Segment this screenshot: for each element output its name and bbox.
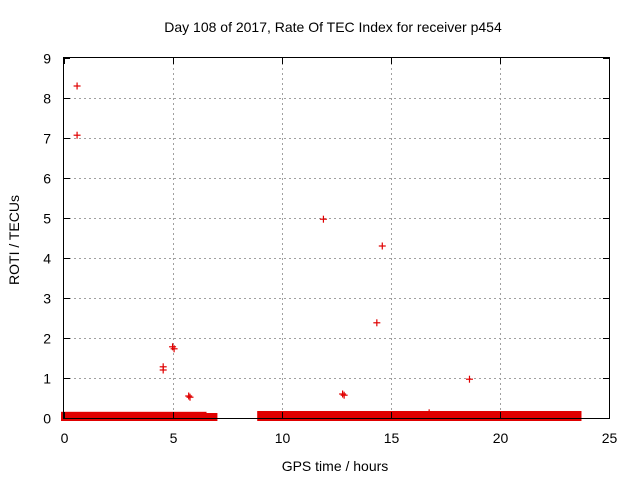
data-point <box>170 345 178 353</box>
axis-ticks <box>64 58 610 419</box>
x-tick-labels: 0 5 10 15 20 25 <box>61 430 618 446</box>
grid-lines <box>64 58 609 418</box>
data-point <box>425 409 433 417</box>
data-point <box>339 390 347 398</box>
data-point <box>185 392 193 400</box>
data-point <box>186 393 194 401</box>
data-point <box>378 242 386 250</box>
data-point <box>159 366 167 374</box>
data-point <box>465 375 473 383</box>
x-tick-label: 10 <box>275 430 291 446</box>
y-tick-label: 7 <box>43 131 51 147</box>
y-tick-label: 9 <box>43 51 51 67</box>
y-tick-label: 3 <box>43 291 51 307</box>
y-tick-label: 8 <box>43 91 51 107</box>
plot-frame <box>63 57 610 419</box>
y-tick-labels: 0 1 2 3 4 5 6 7 8 9 <box>43 51 51 427</box>
data-point <box>73 131 81 139</box>
data-point <box>319 215 327 223</box>
x-tick-label: 25 <box>602 430 618 446</box>
x-tick-label: 15 <box>384 430 400 446</box>
y-axis-label: ROTI / TECUs <box>6 195 22 285</box>
data-point <box>73 82 81 90</box>
x-tick-label: 20 <box>493 430 509 446</box>
chart-title: Day 108 of 2017, Rate Of TEC Index for r… <box>164 19 502 35</box>
x-tick-label: 0 <box>61 430 69 446</box>
y-tick-label: 5 <box>43 211 51 227</box>
y-tick-label: 1 <box>43 371 51 387</box>
y-tick-label: 6 <box>43 171 51 187</box>
dense-band <box>257 411 582 421</box>
x-axis-label: GPS time / hours <box>282 458 389 474</box>
dense-band <box>61 411 207 421</box>
y-tick-label: 0 <box>43 411 51 427</box>
x-tick-label: 5 <box>170 430 178 446</box>
data-points <box>73 82 473 417</box>
data-point <box>373 319 381 327</box>
data-point <box>340 391 348 399</box>
y-tick-label: 2 <box>43 331 51 347</box>
y-tick-label: 4 <box>43 251 51 267</box>
dense-band <box>204 413 218 421</box>
dense-point-bands <box>61 411 582 421</box>
